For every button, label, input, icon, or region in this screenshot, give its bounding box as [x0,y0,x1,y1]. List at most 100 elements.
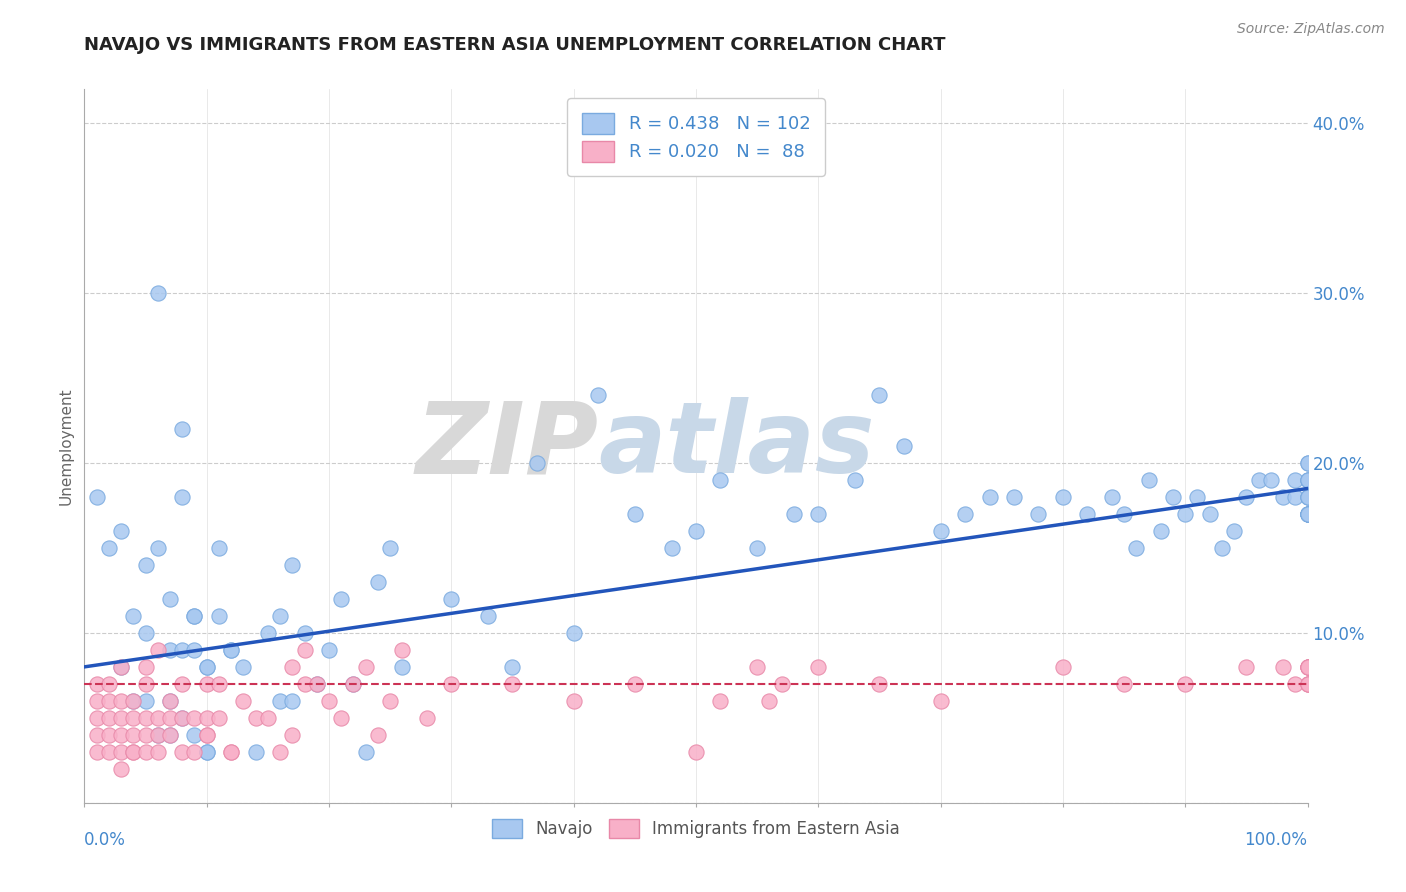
Point [183,608,205,623]
Point [183,643,205,657]
Point [135,558,157,572]
Point [135,660,157,674]
Point [1272,660,1295,674]
Text: 0.0%: 0.0% [84,831,127,849]
Point [1296,473,1319,487]
Point [1296,660,1319,674]
Point [1052,660,1074,674]
Point [135,745,157,759]
Point [208,541,231,555]
Point [354,660,377,674]
Point [586,388,609,402]
Point [1296,677,1319,691]
Point [195,660,218,674]
Point [172,677,194,691]
Point [208,677,231,691]
Point [1223,524,1246,538]
Point [1198,507,1220,521]
Point [195,660,218,674]
Point [232,694,254,708]
Point [122,745,145,759]
Point [110,694,132,708]
Point [172,422,194,436]
Point [86,490,108,504]
Point [416,711,439,725]
Point [219,745,242,759]
Point [807,507,830,521]
Point [1296,490,1319,504]
Point [183,728,205,742]
Point [1284,677,1306,691]
Point [1284,473,1306,487]
Point [122,694,145,708]
Point [97,728,120,742]
Point [747,541,769,555]
Point [1002,490,1025,504]
Point [1076,507,1098,521]
Point [1296,490,1319,504]
Point [1161,490,1184,504]
Point [86,745,108,759]
Point [146,541,169,555]
Point [770,677,793,691]
Point [257,711,280,725]
Point [1296,660,1319,674]
Point [159,728,181,742]
Point [195,711,218,725]
Point [232,660,254,674]
Point [172,745,194,759]
Point [159,643,181,657]
Point [281,694,304,708]
Point [844,473,866,487]
Point [1174,507,1197,521]
Point [562,694,585,708]
Point [367,728,389,742]
Point [122,694,145,708]
Point [122,728,145,742]
Point [183,711,205,725]
Point [159,591,181,606]
Point [1296,507,1319,521]
Point [135,694,157,708]
Point [135,677,157,691]
Point [135,711,157,725]
Point [183,745,205,759]
Point [1296,507,1319,521]
Point [159,694,181,708]
Point [1260,473,1282,487]
Point [110,728,132,742]
Text: Source: ZipAtlas.com: Source: ZipAtlas.com [1237,22,1385,37]
Point [97,541,120,555]
Point [1296,507,1319,521]
Point [294,626,316,640]
Point [1296,660,1319,674]
Y-axis label: Unemployment: Unemployment [58,387,73,505]
Point [269,745,291,759]
Point [342,677,364,691]
Point [342,677,364,691]
Point [526,456,548,470]
Point [440,591,463,606]
Point [86,677,108,691]
Point [367,574,389,589]
Point [195,677,218,691]
Point [1296,507,1319,521]
Point [281,728,304,742]
Point [318,694,340,708]
Point [294,677,316,691]
Point [146,728,169,742]
Point [146,711,169,725]
Point [305,677,328,691]
Point [1052,490,1074,504]
Point [86,728,108,742]
Point [758,694,780,708]
Point [86,711,108,725]
Point [183,608,205,623]
Point [380,694,402,708]
Point [122,711,145,725]
Point [86,694,108,708]
Point [1174,677,1197,691]
Point [318,643,340,657]
Point [1296,677,1319,691]
Point [97,677,120,691]
